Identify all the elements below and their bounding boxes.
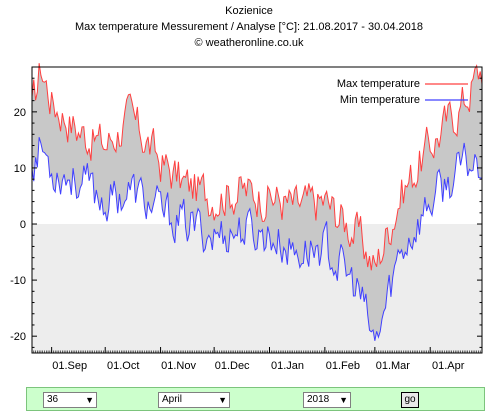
x-tick-label: 01.Feb [326,360,360,372]
y-tick-label: -10 [10,275,26,287]
go-button[interactable]: go [401,392,419,408]
chart-subtitle: Max temperature Messurement / Analyse [°… [75,21,423,33]
year-select[interactable]: 2018 ▼ [303,392,351,408]
series-area [32,63,482,341]
series-lines [31,63,483,341]
month-select[interactable]: April ▼ [158,392,230,408]
x-tick-label: 01.Sep [52,360,87,372]
y-tick-label: 10 [14,163,26,175]
chevron-down-icon: ▼ [218,395,227,405]
axes: -20 -10 0 10 20 01.Sep 01.Oct 01.Nov 01.Dec 01.Ja… [10,66,483,372]
chevron-down-icon: ▼ [85,395,94,405]
y-tick-label: -20 [10,331,26,343]
min-temperature-line [31,137,483,341]
chart-title: Kozienice [225,5,273,17]
chart-source: © weatheronline.co.uk [194,37,304,49]
month-select-value: April [162,394,183,405]
days-select[interactable]: 36 ▼ [43,392,97,408]
x-tick-label: 01.Nov [161,360,196,372]
temperature-chart: Kozienice Max temperature Messurement / … [10,5,483,372]
x-tick-label: 01.Mar [376,360,411,372]
legend-max-label: Max temperature [337,78,420,90]
legend: Max temperature Min temperature [337,78,468,106]
x-tick-label: 01.Dec [215,360,250,372]
x-tick-label: 01.Apr [432,360,465,372]
year-select-value: 2018 [307,394,330,405]
y-tick-label: 0 [20,219,26,231]
min-max-band [32,63,482,341]
x-tick-label: 01.Oct [107,360,139,372]
x-tick-label: 01.Jan [271,360,304,372]
max-temperature-line [31,63,483,271]
chevron-down-icon: ▼ [339,395,348,405]
days-select-value: 36 [47,394,59,405]
y-tick-label: 20 [14,107,26,119]
date-control-bar: 36 ▼ April ▼ 2018 ▼ go [26,387,485,411]
legend-min-label: Min temperature [340,94,420,106]
